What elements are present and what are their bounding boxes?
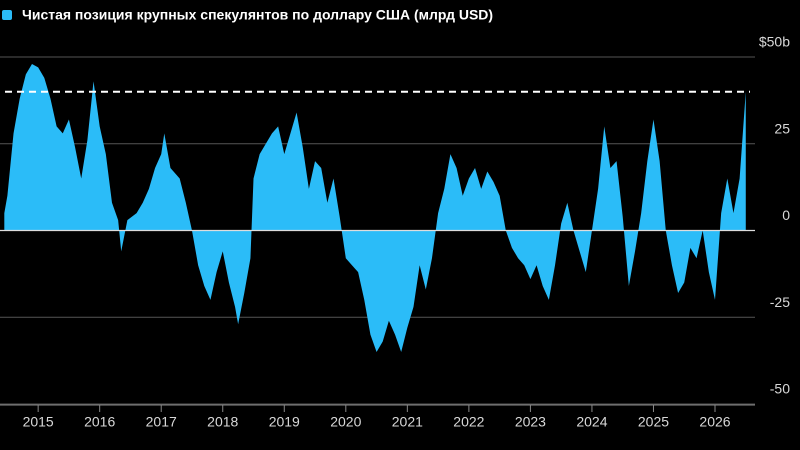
x-tick-label: 2018 xyxy=(207,414,238,430)
y-tick-label: 0 xyxy=(782,207,790,223)
x-tick-label: 2020 xyxy=(330,414,361,430)
legend-label: Чистая позиция крупных спекулянтов по до… xyxy=(22,7,493,23)
x-tick-label: 2026 xyxy=(699,414,730,430)
x-tick-label: 2019 xyxy=(269,414,300,430)
x-tick-label: 2017 xyxy=(146,414,177,430)
legend-swatch xyxy=(2,10,12,20)
x-tick-label: 2024 xyxy=(576,414,607,430)
area xyxy=(4,63,746,352)
x-tick-label: 2022 xyxy=(453,414,484,430)
x-tick-label: 2025 xyxy=(638,414,669,430)
x-tick-label: 2015 xyxy=(23,414,54,430)
y-tick-label: 25 xyxy=(774,120,790,136)
y-tick-label: -50 xyxy=(770,381,790,397)
x-tick-label: 2016 xyxy=(84,414,115,430)
y-tick-label: -25 xyxy=(770,294,790,310)
x-tick-label: 2021 xyxy=(392,414,423,430)
x-tick-label: 2023 xyxy=(515,414,546,430)
y-tick-label: $50b xyxy=(759,34,790,50)
